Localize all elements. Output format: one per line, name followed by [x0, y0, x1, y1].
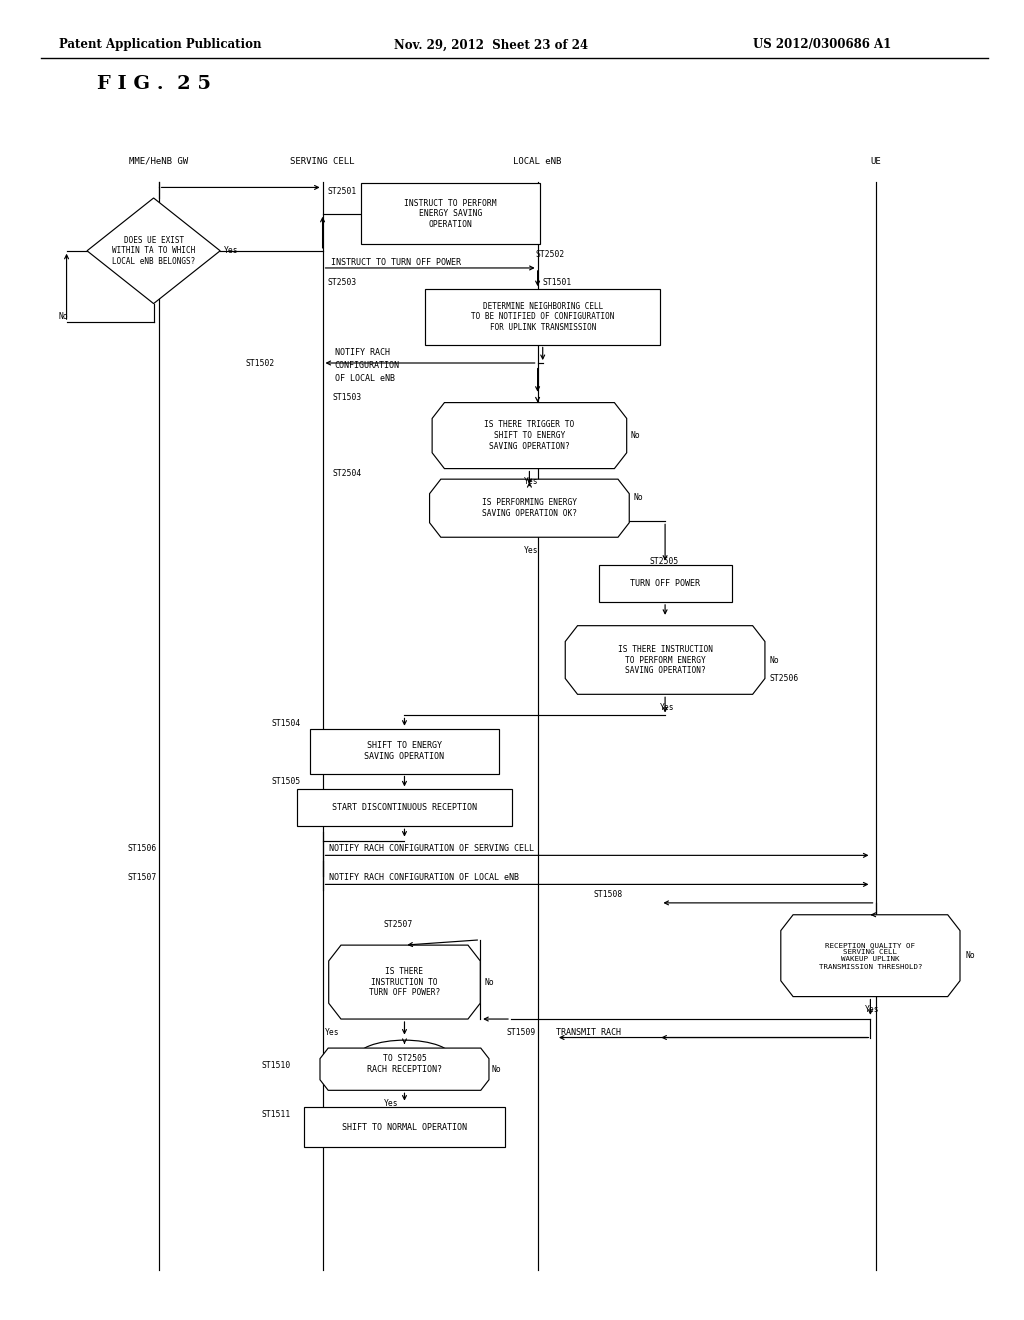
Text: Yes: Yes — [865, 1006, 880, 1014]
Text: ST1507: ST1507 — [128, 874, 158, 882]
Text: No: No — [484, 978, 495, 986]
Text: Yes: Yes — [524, 478, 539, 486]
Text: ST1505: ST1505 — [271, 777, 301, 785]
Text: SERVING CELL: SERVING CELL — [291, 157, 354, 165]
Text: ST2506: ST2506 — [769, 675, 799, 682]
Text: Yes: Yes — [660, 704, 675, 711]
Text: ST2505: ST2505 — [650, 557, 679, 565]
Text: No: No — [58, 313, 69, 321]
Text: TRANSMIT RACH: TRANSMIT RACH — [556, 1028, 621, 1036]
FancyBboxPatch shape — [598, 565, 731, 602]
Text: RECEPTION QUALITY OF
SERVING CELL
WAKEUP UPLINK
TRANSMISSION THRESHOLD?: RECEPTION QUALITY OF SERVING CELL WAKEUP… — [818, 941, 923, 970]
Text: ST1508: ST1508 — [594, 891, 624, 899]
Text: No: No — [769, 656, 779, 664]
Text: LOCAL eNB: LOCAL eNB — [513, 157, 562, 165]
Text: ST1509: ST1509 — [507, 1028, 537, 1036]
Text: No: No — [965, 952, 975, 960]
Text: IS THERE TRIGGER TO
SHIFT TO ENERGY
SAVING OPERATION?: IS THERE TRIGGER TO SHIFT TO ENERGY SAVI… — [484, 420, 574, 451]
Text: SHIFT TO ENERGY
SAVING OPERATION: SHIFT TO ENERGY SAVING OPERATION — [365, 742, 444, 760]
Text: RACH RECEPTION?: RACH RECEPTION? — [367, 1065, 442, 1073]
Text: INSTRUCT TO TURN OFF POWER: INSTRUCT TO TURN OFF POWER — [331, 259, 461, 267]
FancyBboxPatch shape — [309, 729, 500, 774]
Polygon shape — [319, 1048, 489, 1090]
Text: Patent Application Publication: Patent Application Publication — [59, 38, 262, 51]
Text: No: No — [492, 1065, 502, 1073]
Text: IS PERFORMING ENERGY
SAVING OPERATION OK?: IS PERFORMING ENERGY SAVING OPERATION OK… — [482, 499, 577, 517]
Text: Yes: Yes — [224, 247, 239, 255]
Text: IS THERE
INSTRUCTION TO
TURN OFF POWER?: IS THERE INSTRUCTION TO TURN OFF POWER? — [369, 966, 440, 998]
Text: MME/HeNB GW: MME/HeNB GW — [129, 157, 188, 165]
Text: DOES UE EXIST
WITHIN TA TO WHICH
LOCAL eNB BELONGS?: DOES UE EXIST WITHIN TA TO WHICH LOCAL e… — [112, 235, 196, 267]
Text: Yes: Yes — [524, 546, 539, 554]
Polygon shape — [430, 479, 629, 537]
Text: ST1504: ST1504 — [271, 719, 301, 727]
Text: ST1502: ST1502 — [246, 359, 275, 367]
Text: INSTRUCT TO PERFORM
ENERGY SAVING
OPERATION: INSTRUCT TO PERFORM ENERGY SAVING OPERAT… — [404, 198, 497, 230]
Text: F I G .  2 5: F I G . 2 5 — [97, 75, 211, 94]
Text: NOTIFY RACH CONFIGURATION OF SERVING CELL: NOTIFY RACH CONFIGURATION OF SERVING CEL… — [329, 845, 534, 853]
FancyBboxPatch shape — [297, 789, 512, 826]
Text: CONFIGURATION: CONFIGURATION — [335, 362, 399, 370]
Text: ST1510: ST1510 — [261, 1061, 291, 1069]
Polygon shape — [432, 403, 627, 469]
Text: No: No — [633, 494, 643, 502]
FancyBboxPatch shape — [361, 183, 541, 244]
Text: TO ST2505: TO ST2505 — [383, 1055, 426, 1063]
Text: UE: UE — [870, 157, 881, 165]
Text: START DISCONTINUOUS RECEPTION: START DISCONTINUOUS RECEPTION — [332, 804, 477, 812]
FancyBboxPatch shape — [425, 289, 660, 345]
Polygon shape — [329, 945, 480, 1019]
Text: ST1506: ST1506 — [128, 845, 158, 853]
Text: No: No — [631, 432, 641, 440]
Text: NOTIFY RACH CONFIGURATION OF LOCAL eNB: NOTIFY RACH CONFIGURATION OF LOCAL eNB — [329, 874, 519, 882]
Text: Yes: Yes — [325, 1028, 339, 1036]
Text: ST2502: ST2502 — [536, 251, 564, 259]
FancyBboxPatch shape — [304, 1107, 505, 1147]
Text: ST2503: ST2503 — [328, 279, 357, 286]
Text: DETERMINE NEIGHBORING CELL
TO BE NOTIFIED OF CONFIGURATION
FOR UPLINK TRANSMISSI: DETERMINE NEIGHBORING CELL TO BE NOTIFIE… — [471, 301, 614, 333]
Text: ST1511: ST1511 — [261, 1110, 291, 1118]
Text: SHIFT TO NORMAL OPERATION: SHIFT TO NORMAL OPERATION — [342, 1123, 467, 1131]
Polygon shape — [565, 626, 765, 694]
Text: OF LOCAL eNB: OF LOCAL eNB — [335, 375, 395, 383]
Text: ST2504: ST2504 — [333, 470, 362, 478]
Text: NOTIFY RACH: NOTIFY RACH — [335, 348, 390, 356]
Text: ST1501: ST1501 — [543, 279, 572, 286]
Text: ST1503: ST1503 — [333, 393, 362, 401]
Text: Nov. 29, 2012  Sheet 23 of 24: Nov. 29, 2012 Sheet 23 of 24 — [394, 38, 589, 51]
Ellipse shape — [356, 1040, 453, 1077]
Text: Yes: Yes — [384, 1100, 398, 1107]
Polygon shape — [780, 915, 961, 997]
Text: TURN OFF POWER: TURN OFF POWER — [630, 579, 700, 587]
Text: ST2501: ST2501 — [328, 187, 357, 195]
Polygon shape — [87, 198, 220, 304]
Text: IS THERE INSTRUCTION
TO PERFORM ENERGY
SAVING OPERATION?: IS THERE INSTRUCTION TO PERFORM ENERGY S… — [617, 644, 713, 676]
Text: ST2507: ST2507 — [384, 920, 414, 928]
Text: US 2012/0300686 A1: US 2012/0300686 A1 — [753, 38, 891, 51]
